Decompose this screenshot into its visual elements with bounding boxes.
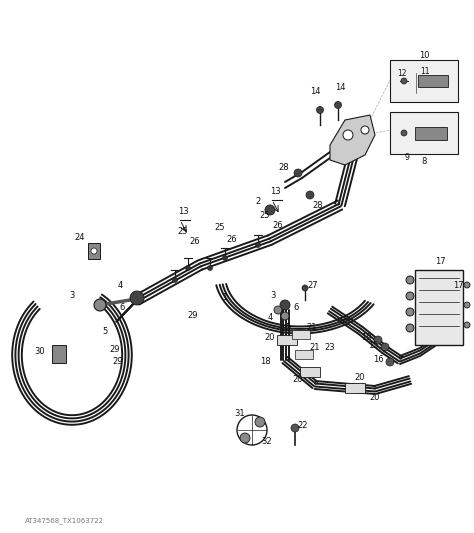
Text: 14: 14 [310, 87, 320, 96]
Text: 20: 20 [370, 393, 380, 402]
Bar [390, 112, 458, 154]
Text: 20: 20 [293, 376, 303, 384]
Circle shape [317, 107, 323, 114]
Text: 23: 23 [325, 343, 335, 352]
Circle shape [381, 343, 389, 351]
Text: 12: 12 [397, 69, 407, 78]
Text: 19: 19 [361, 334, 371, 343]
Text: 4: 4 [118, 280, 123, 289]
Text: 22: 22 [298, 421, 308, 430]
Circle shape [208, 265, 212, 271]
Bar [390, 60, 458, 102]
Text: 8: 8 [421, 157, 427, 166]
Circle shape [406, 308, 414, 316]
Bar [415, 127, 447, 140]
Bar [88, 243, 100, 259]
Text: 4: 4 [267, 313, 273, 322]
Text: 3: 3 [69, 290, 75, 300]
Text: 26: 26 [227, 236, 237, 245]
Bar [52, 345, 66, 363]
Text: 27: 27 [308, 280, 319, 289]
Text: 3: 3 [270, 292, 276, 301]
Circle shape [464, 302, 470, 308]
Circle shape [464, 282, 470, 288]
Circle shape [130, 291, 144, 305]
Circle shape [291, 424, 299, 432]
Circle shape [302, 285, 308, 291]
Text: 17: 17 [453, 280, 463, 289]
Text: 13: 13 [270, 188, 280, 197]
Text: 29: 29 [113, 358, 123, 367]
Circle shape [240, 433, 250, 443]
Text: 1: 1 [222, 294, 228, 303]
Circle shape [374, 336, 382, 344]
Text: 25: 25 [215, 223, 225, 232]
Text: 15: 15 [368, 341, 378, 350]
Bar [300, 367, 320, 377]
Bar [415, 270, 463, 345]
Text: 28: 28 [279, 164, 289, 173]
Text: 9: 9 [405, 154, 410, 163]
Circle shape [401, 78, 407, 84]
Text: 28: 28 [313, 200, 323, 209]
Circle shape [406, 324, 414, 332]
Text: 5: 5 [285, 324, 291, 333]
Circle shape [306, 191, 314, 199]
Circle shape [94, 299, 106, 311]
Text: 31: 31 [235, 409, 246, 418]
Bar [295, 350, 313, 359]
Circle shape [222, 255, 228, 261]
Circle shape [274, 306, 282, 314]
Text: 21: 21 [310, 343, 320, 351]
Circle shape [386, 358, 394, 366]
Circle shape [255, 417, 265, 427]
Circle shape [361, 126, 369, 134]
Text: 29: 29 [188, 311, 198, 319]
Bar [277, 335, 297, 345]
Text: 25: 25 [260, 211, 270, 220]
Circle shape [335, 101, 341, 109]
Circle shape [185, 265, 191, 271]
Circle shape [237, 415, 267, 445]
Bar [345, 383, 365, 393]
Text: 26: 26 [273, 221, 283, 230]
Text: 6: 6 [119, 303, 125, 312]
Text: 17: 17 [435, 257, 445, 266]
Circle shape [280, 300, 290, 310]
Circle shape [173, 278, 177, 282]
Circle shape [255, 243, 261, 247]
Circle shape [343, 130, 353, 140]
Circle shape [294, 169, 302, 177]
Text: 10: 10 [419, 51, 429, 60]
Circle shape [406, 292, 414, 300]
Text: 6: 6 [293, 303, 299, 312]
Polygon shape [330, 115, 375, 165]
Text: 16: 16 [373, 356, 383, 365]
Bar [418, 75, 448, 87]
Circle shape [406, 276, 414, 284]
Text: 20: 20 [265, 333, 275, 342]
Text: 18: 18 [260, 358, 270, 367]
Circle shape [401, 130, 407, 136]
Text: 20: 20 [355, 374, 365, 383]
Text: 2: 2 [255, 198, 261, 206]
Text: 29: 29 [110, 345, 120, 354]
Text: 11: 11 [420, 67, 430, 76]
Text: 30: 30 [35, 348, 46, 357]
Text: 13: 13 [178, 207, 188, 216]
Bar [292, 330, 310, 339]
Circle shape [464, 322, 470, 328]
Circle shape [91, 248, 97, 254]
Text: 25: 25 [178, 228, 188, 237]
Text: 24: 24 [75, 233, 85, 243]
Text: 14: 14 [335, 83, 345, 92]
Circle shape [281, 312, 289, 320]
Text: 32: 32 [262, 438, 272, 447]
Text: 26: 26 [190, 238, 201, 246]
Text: AT347568_TX1063722: AT347568_TX1063722 [25, 517, 104, 524]
Text: 21: 21 [307, 322, 317, 332]
Circle shape [265, 205, 275, 215]
Text: 5: 5 [102, 327, 108, 336]
